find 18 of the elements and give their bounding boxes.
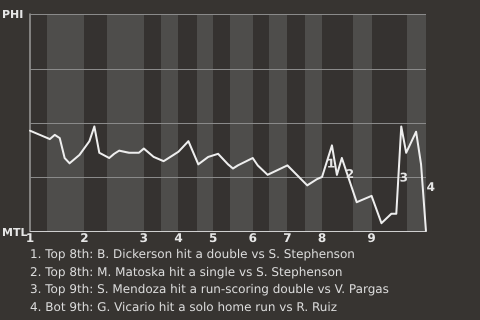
x-tick-label: 9 bbox=[367, 230, 376, 245]
x-tick-label: 1 bbox=[26, 230, 34, 245]
text: 4. Bot 9th: G. Vicario hit a solo home run vs R. Ruiz bbox=[30, 298, 338, 316]
x-tick-label: 8 bbox=[318, 230, 326, 245]
text: 1. Top 8th: B. Dickerson hit a double vs S. Stephenson bbox=[30, 246, 356, 263]
annotation: 1 bbox=[326, 156, 336, 170]
text: 4 bbox=[426, 180, 435, 194]
x-tick-label: 5 bbox=[208, 230, 218, 245]
x-tick-label: 2 bbox=[80, 230, 89, 245]
text: 2. Top 8th: M. Matoska hit a single vs S. Stephenson bbox=[30, 264, 344, 280]
text: 3. Top 9th: S. Mendoza hit a run-scoring double vs V. Pargas bbox=[30, 281, 389, 298]
x-tick-label: 7 bbox=[283, 230, 292, 245]
annotation: 3 bbox=[400, 170, 408, 184]
text: PHI bbox=[2, 8, 24, 21]
text: MTL bbox=[2, 226, 28, 239]
x-tick-label: 3 bbox=[140, 230, 148, 245]
x-tick-label: 6 bbox=[248, 230, 257, 245]
x-tick-label: 4 bbox=[174, 230, 183, 245]
